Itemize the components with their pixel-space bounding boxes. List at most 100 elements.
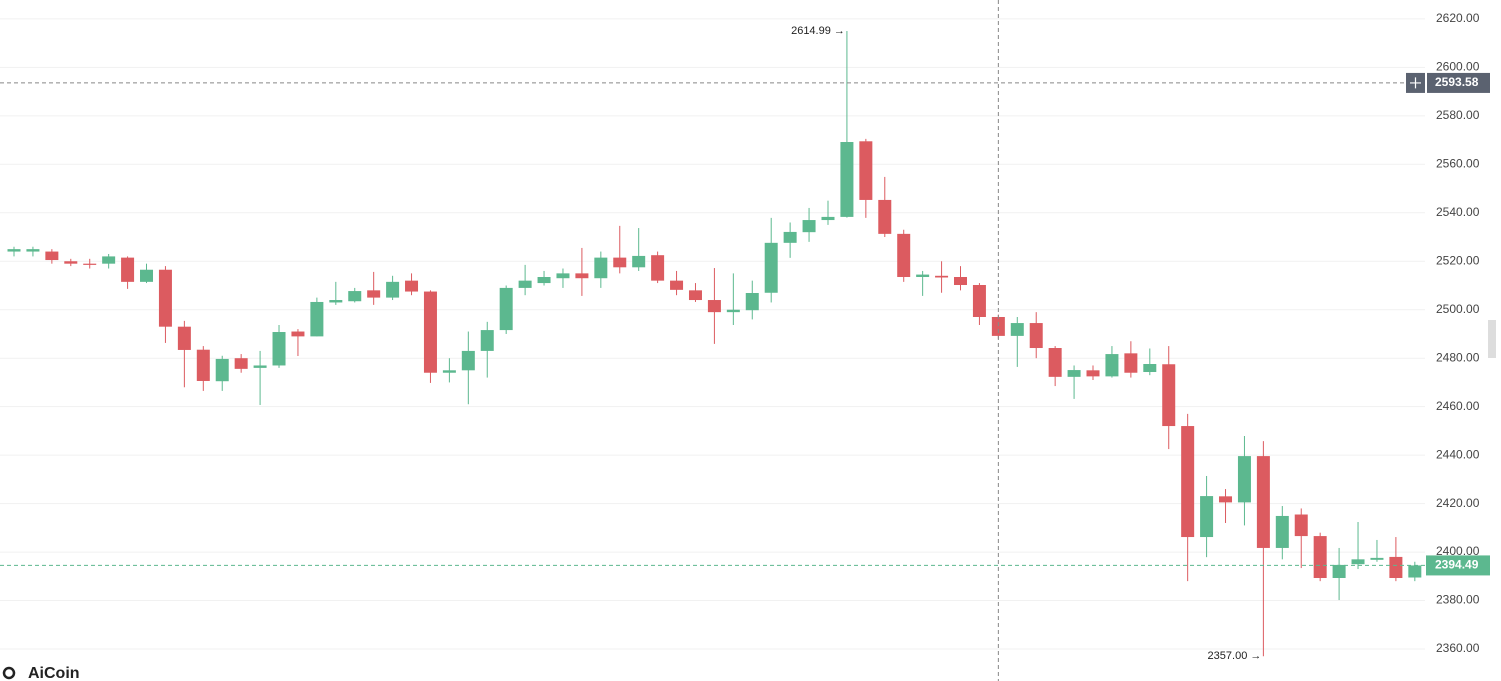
candle-body bbox=[310, 301, 324, 337]
candle-body bbox=[253, 365, 267, 368]
candle-body bbox=[177, 326, 191, 350]
candle-body bbox=[1351, 559, 1365, 565]
y-tick-label: 2480.00 bbox=[1436, 350, 1480, 364]
candle-body bbox=[423, 291, 437, 373]
candle-body bbox=[83, 263, 97, 265]
y-tick-label: 2400.00 bbox=[1436, 544, 1480, 558]
candle-body bbox=[234, 358, 248, 369]
candle-body bbox=[745, 292, 759, 311]
candle-body bbox=[802, 220, 816, 233]
candle-body bbox=[821, 216, 835, 221]
candle-body bbox=[215, 358, 229, 382]
candle-body bbox=[1143, 364, 1157, 373]
candle-body bbox=[1313, 536, 1327, 579]
watermark: AiCoin bbox=[28, 665, 80, 681]
candle-body bbox=[991, 316, 1005, 336]
candle-body bbox=[1370, 557, 1384, 560]
candle-body bbox=[1162, 364, 1176, 427]
candle-body bbox=[954, 277, 967, 286]
candle-body bbox=[726, 309, 740, 313]
candle-body bbox=[1067, 370, 1081, 377]
max-label: 2614.99 → bbox=[791, 25, 845, 37]
y-tick-label: 2520.00 bbox=[1436, 253, 1480, 267]
candle-body bbox=[121, 257, 135, 282]
candle-body bbox=[348, 291, 362, 302]
candle-body bbox=[45, 251, 59, 261]
plot bbox=[0, 18, 1425, 657]
candle-body bbox=[707, 300, 721, 313]
candle-body bbox=[1048, 348, 1062, 377]
candle-body bbox=[859, 141, 873, 200]
y-tick-label: 2620.00 bbox=[1436, 11, 1480, 25]
candle-body bbox=[1086, 370, 1100, 377]
candle-body bbox=[158, 269, 172, 327]
candle-body bbox=[329, 300, 343, 303]
candle-body bbox=[7, 249, 21, 252]
candle-body bbox=[783, 231, 797, 243]
candle-body bbox=[518, 280, 532, 288]
candle-body bbox=[291, 331, 305, 337]
crosshair-plus bbox=[1410, 77, 1421, 89]
candle-body bbox=[1408, 565, 1422, 578]
candle-body bbox=[688, 290, 702, 301]
candle-body bbox=[480, 330, 494, 351]
candle-body bbox=[897, 233, 911, 278]
candle-body bbox=[1181, 426, 1195, 538]
candle-body bbox=[632, 255, 646, 268]
candle-body bbox=[26, 249, 40, 252]
y-tick-label: 2580.00 bbox=[1436, 108, 1480, 122]
crosshair-label-bg bbox=[1427, 72, 1490, 93]
logo-icon bbox=[2, 666, 16, 680]
candle-body bbox=[1200, 496, 1214, 538]
candle-body bbox=[499, 287, 513, 331]
candle-body bbox=[764, 242, 778, 293]
candle-body bbox=[1219, 496, 1233, 503]
candle-body bbox=[651, 255, 665, 281]
candle-body bbox=[575, 273, 589, 279]
y-tick-label: 2380.00 bbox=[1436, 593, 1480, 607]
candle-body bbox=[461, 350, 475, 371]
candle-body bbox=[556, 273, 570, 279]
candle-body bbox=[367, 290, 381, 298]
candle-body bbox=[878, 199, 892, 234]
candle-body bbox=[1275, 515, 1289, 548]
candle-body bbox=[1029, 323, 1043, 349]
candle-body bbox=[537, 277, 551, 284]
y-tick-label: 2460.00 bbox=[1436, 399, 1480, 413]
candle-body bbox=[1010, 323, 1024, 336]
last-price-label: 2394.49 bbox=[1435, 558, 1479, 572]
y-tick-label: 2500.00 bbox=[1436, 302, 1480, 316]
candle-body bbox=[140, 269, 154, 282]
candle-body bbox=[916, 274, 930, 278]
y-tick-label: 2560.00 bbox=[1436, 156, 1480, 170]
candle-body bbox=[840, 142, 854, 217]
candle-body bbox=[594, 257, 608, 279]
candle-body bbox=[386, 281, 400, 298]
y-tick-label: 2540.00 bbox=[1436, 205, 1480, 219]
candle-body bbox=[405, 280, 419, 292]
y-tick-label: 2600.00 bbox=[1436, 60, 1480, 74]
crosshair-label: 2593.58 bbox=[1435, 75, 1479, 89]
y-tick-label: 2420.00 bbox=[1436, 496, 1480, 510]
candle-body bbox=[1294, 514, 1308, 537]
last-price-label-bg bbox=[1426, 555, 1490, 576]
y-tick-label: 2360.00 bbox=[1436, 641, 1480, 655]
candle-body bbox=[1124, 353, 1138, 373]
scroll-handle[interactable] bbox=[1488, 320, 1496, 358]
logo: AiCoin bbox=[2, 665, 80, 681]
candle-body bbox=[1105, 354, 1119, 377]
candle-body bbox=[442, 370, 456, 373]
candle-body bbox=[935, 275, 949, 278]
candle-body bbox=[1332, 564, 1346, 579]
candle-body bbox=[196, 349, 210, 381]
candle-body bbox=[1256, 456, 1270, 548]
y-tick-label: 2440.00 bbox=[1436, 447, 1480, 461]
candle-body bbox=[1389, 556, 1403, 579]
candle-body bbox=[64, 261, 78, 264]
min-label: 2357.00 → bbox=[1208, 650, 1262, 662]
candle-body bbox=[613, 257, 627, 268]
candle-body bbox=[972, 285, 986, 317]
candle-body bbox=[1237, 456, 1251, 503]
